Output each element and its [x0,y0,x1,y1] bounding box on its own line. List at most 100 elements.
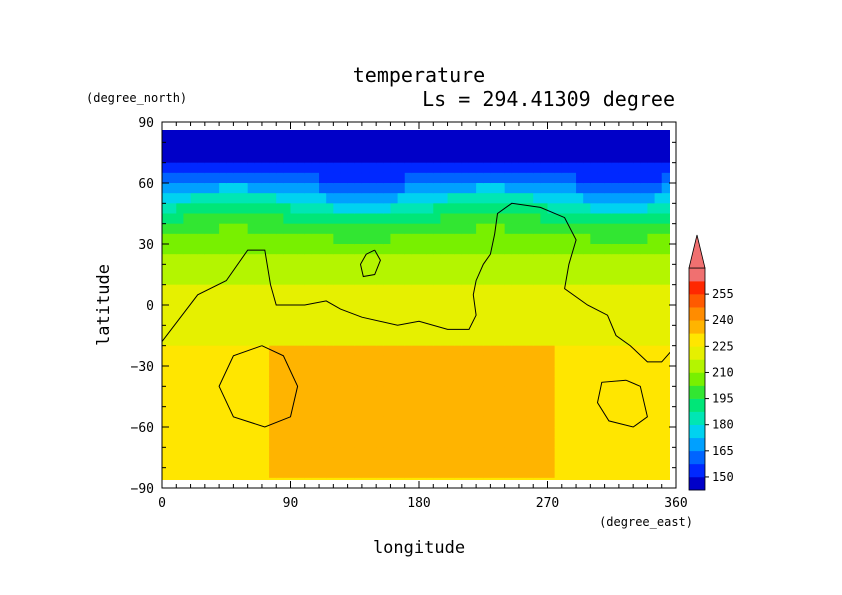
field-cell [568,386,577,398]
colorbar-label: 210 [712,365,734,379]
field-cell [583,335,591,347]
field-cell [604,193,613,204]
contour-line [359,249,381,278]
field-cell [176,203,185,215]
field-cell [347,294,356,306]
field-cell [269,183,277,194]
field-cell [219,345,227,357]
field-cell [162,376,170,387]
field-cell [219,305,227,316]
field-cell [611,386,620,398]
field-cell [654,335,663,347]
field-cell [261,315,270,326]
field-cell [476,376,484,387]
field-cell [476,305,484,316]
field-cell [376,427,384,438]
field-cell [254,223,263,235]
field-cell [219,467,227,479]
field-cell [597,305,606,316]
field-cell [526,386,534,398]
field-cell [483,345,491,357]
field-cell [626,447,634,459]
field-cell [490,132,499,143]
contour-line [218,345,299,428]
field-cell [497,284,506,296]
field-cell [668,284,670,296]
field-cell [476,193,484,204]
field-cell [354,376,363,387]
field-cell [383,345,392,357]
field-cell [283,183,292,194]
field-cell [518,264,527,276]
field-cell [604,172,613,184]
field-cell [533,233,541,245]
field-cell [183,457,192,469]
field-cell [383,406,392,418]
colorbar-swatch [689,281,705,295]
field-cell [454,284,463,296]
field-cell [554,325,563,337]
field-cell [176,233,185,245]
field-cell [233,294,242,306]
field-cell [440,335,449,347]
field-cell [511,274,520,286]
field-cell [204,396,213,408]
field-cell [411,172,420,184]
field-cell [561,130,570,133]
field-cell [533,264,541,276]
field-cell [204,193,213,204]
field-cell [504,213,513,225]
field-cell [361,345,370,357]
field-cell [547,305,556,316]
field-cell [197,132,206,143]
field-cell [590,254,599,265]
field-cell [461,152,470,164]
field-cell [290,244,299,255]
field-cell [576,315,584,326]
field-cell [554,223,563,235]
field-cell [454,223,463,235]
field-cell [626,315,634,326]
field-cell [668,427,670,438]
field-cell [369,284,377,296]
field-cell [233,223,242,235]
field-cell [640,437,649,448]
field-cell [211,162,220,174]
field-cell [333,172,342,184]
field-cell [433,457,442,469]
field-cell [226,172,234,184]
field-cell [661,203,670,215]
field-cell [433,203,442,215]
field-cell [169,254,177,265]
field-cell [219,335,227,347]
field-cell [504,284,513,296]
field-cell [440,416,449,428]
field-cell [162,223,170,235]
field-cell [540,172,549,184]
field-cell [447,233,456,245]
colorbar-swatch [689,450,705,465]
field-cell [369,264,377,276]
field-cell [397,386,406,398]
field-cell [240,142,249,154]
field-cell [404,345,413,357]
field-cell [254,193,263,204]
field-cell [547,264,556,276]
field-cell [597,325,606,337]
field-cell [397,366,406,377]
field-cell [597,315,606,326]
field-cell [297,366,306,377]
field-cell [397,274,406,286]
field-cell [497,386,506,398]
field-cell [504,396,513,408]
field-cell [176,294,185,306]
field-cell [518,325,527,337]
field-cell [504,264,513,276]
field-cell [162,386,170,398]
field-cell [297,142,306,154]
field-cell [490,386,499,398]
field-cell [240,366,249,377]
field-cell [654,406,663,418]
field-cell [354,457,363,469]
field-cell [169,183,177,194]
